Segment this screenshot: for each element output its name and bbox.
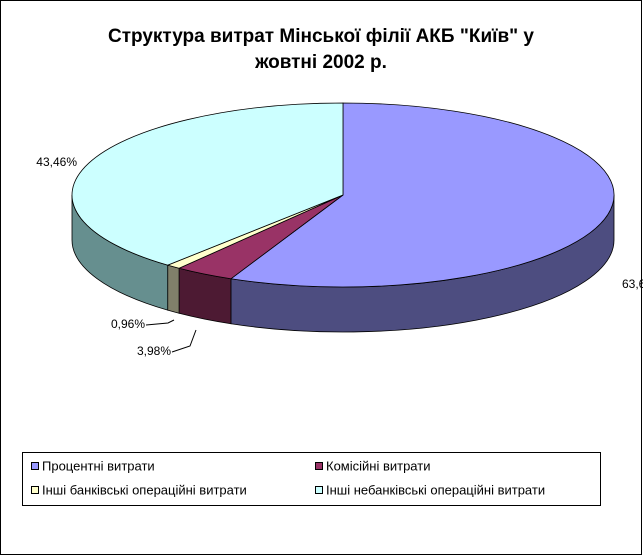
slice	[71, 102, 344, 266]
legend-label: Процентні витрати	[42, 458, 155, 473]
legend-swatch	[31, 486, 39, 494]
legend-swatch	[31, 462, 39, 470]
chart-title: жовтні 2002 р.	[254, 52, 387, 73]
data-label: 63,60%	[622, 277, 643, 291]
leader-line	[145, 319, 175, 326]
slice-side	[167, 264, 180, 314]
chart-title: Структура витрат Мінської філії АКБ "Киї…	[108, 26, 534, 47]
legend-label: Інші банківські операційні витрати	[42, 482, 247, 497]
legend-label: Комісійні витрати	[326, 458, 430, 473]
slice	[229, 102, 615, 288]
leader-line	[171, 329, 197, 353]
data-label: 3,98%	[137, 344, 171, 358]
legend-swatch	[315, 462, 323, 470]
data-label: 0,96%	[111, 317, 145, 331]
legend-box	[22, 452, 601, 506]
data-label: 43,46%	[36, 155, 77, 169]
legend-swatch	[315, 486, 323, 494]
legend-label: Інші небанківські операційні витрати	[326, 482, 545, 497]
